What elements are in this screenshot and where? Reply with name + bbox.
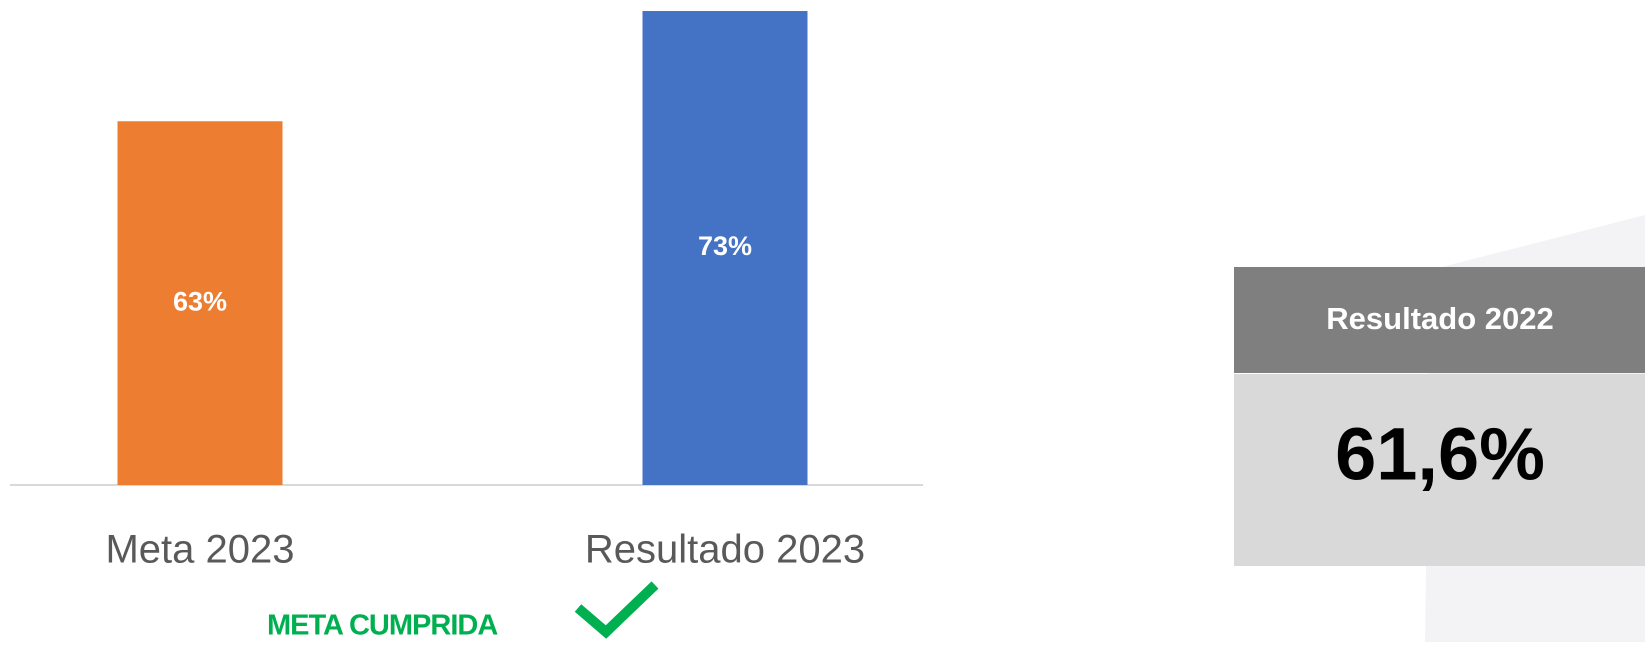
summary-body (1234, 374, 1645, 566)
summary-title: Resultado 2022 (1326, 301, 1553, 336)
bar (642, 11, 808, 485)
value-label: 63% (173, 286, 227, 316)
x-tick-label: Resultado 2023 (585, 528, 865, 572)
summary-header (1234, 267, 1645, 373)
summary-value: 61,6% (1335, 413, 1545, 496)
bar (117, 121, 283, 485)
annotation: META CUMPRIDA (267, 610, 498, 642)
x-tick-label: Meta 2023 (105, 528, 294, 572)
value-label: 73% (698, 231, 752, 261)
checkmark (574, 581, 659, 639)
